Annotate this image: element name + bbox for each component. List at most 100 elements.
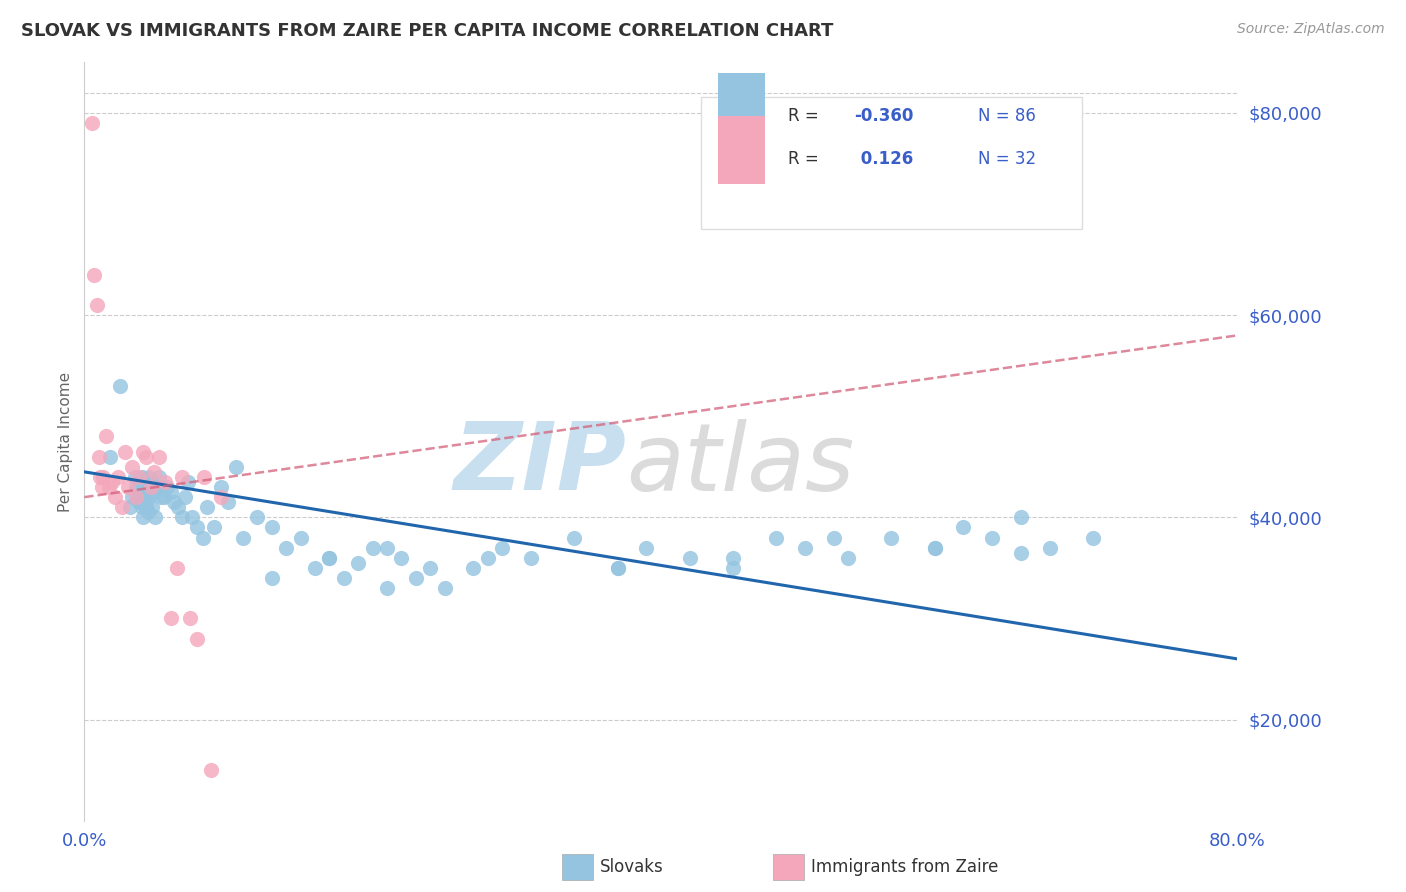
- Point: [174, 490, 197, 504]
- Point: [89, 470, 111, 484]
- Text: Immigrants from Zaire: Immigrants from Zaire: [811, 858, 998, 876]
- Point: [200, 763, 222, 777]
- Point: [139, 475, 162, 489]
- Point: [209, 480, 232, 494]
- Point: [91, 470, 114, 484]
- Point: [837, 550, 859, 565]
- Point: [564, 531, 586, 545]
- Text: Slovaks: Slovaks: [600, 858, 664, 876]
- Point: [419, 561, 441, 575]
- Point: [375, 541, 398, 555]
- Point: [491, 541, 513, 555]
- Point: [152, 490, 174, 504]
- Point: [125, 480, 148, 494]
- Bar: [702, 96, 1081, 229]
- Point: [218, 495, 240, 509]
- Point: [186, 520, 208, 534]
- Point: [97, 480, 120, 494]
- Point: [177, 475, 200, 489]
- Point: [166, 561, 188, 575]
- Point: [98, 450, 121, 464]
- Point: [134, 490, 156, 504]
- Point: [209, 490, 232, 504]
- Point: [361, 541, 384, 555]
- Point: [141, 500, 163, 515]
- Point: [163, 495, 186, 509]
- Point: [107, 470, 129, 484]
- Point: [924, 541, 946, 555]
- Text: Source: ZipAtlas.com: Source: ZipAtlas.com: [1237, 22, 1385, 37]
- Point: [679, 550, 702, 565]
- Point: [823, 531, 845, 545]
- Bar: [718, 73, 765, 142]
- Text: R =: R =: [787, 150, 824, 168]
- Point: [260, 520, 283, 534]
- Point: [114, 444, 136, 458]
- Point: [391, 550, 413, 565]
- Point: [167, 500, 190, 515]
- Point: [260, 571, 283, 585]
- Point: [135, 500, 157, 515]
- Point: [794, 541, 817, 555]
- Point: [80, 116, 103, 130]
- Point: [132, 495, 155, 509]
- Point: [246, 510, 269, 524]
- Text: atlas: atlas: [626, 418, 855, 510]
- Point: [134, 480, 156, 494]
- Point: [1010, 510, 1032, 524]
- Point: [94, 429, 117, 443]
- Point: [125, 490, 148, 504]
- Point: [132, 510, 155, 524]
- Y-axis label: Per Capita Income: Per Capita Income: [58, 371, 73, 512]
- Point: [290, 531, 312, 545]
- Point: [193, 470, 215, 484]
- Bar: [718, 116, 765, 184]
- Point: [232, 531, 254, 545]
- Point: [142, 465, 165, 479]
- Point: [606, 561, 628, 575]
- Point: [721, 561, 744, 575]
- Point: [636, 541, 658, 555]
- Point: [160, 485, 183, 500]
- Text: N = 86: N = 86: [979, 107, 1036, 125]
- Point: [1010, 546, 1032, 560]
- Text: -0.360: -0.360: [855, 107, 914, 125]
- Point: [148, 450, 170, 464]
- Point: [136, 505, 159, 519]
- Point: [145, 480, 167, 494]
- Point: [121, 459, 143, 474]
- Text: R =: R =: [787, 107, 824, 125]
- Point: [186, 632, 208, 646]
- Point: [128, 495, 150, 509]
- Point: [333, 571, 356, 585]
- Point: [128, 480, 150, 494]
- Point: [160, 611, 183, 625]
- Point: [318, 550, 340, 565]
- Point: [90, 480, 112, 494]
- Point: [153, 475, 176, 489]
- Point: [433, 581, 456, 595]
- Point: [172, 510, 194, 524]
- Point: [924, 541, 946, 555]
- Point: [117, 480, 139, 494]
- Point: [143, 510, 166, 524]
- Point: [135, 450, 157, 464]
- Point: [146, 480, 169, 494]
- Point: [463, 561, 485, 575]
- Point: [1039, 541, 1062, 555]
- Point: [124, 470, 146, 484]
- Point: [87, 450, 110, 464]
- Point: [477, 550, 499, 565]
- Point: [100, 475, 122, 489]
- Point: [132, 444, 155, 458]
- Point: [131, 500, 153, 515]
- Text: ZIP: ZIP: [453, 418, 626, 510]
- Point: [276, 541, 298, 555]
- Point: [952, 520, 974, 534]
- Point: [120, 500, 142, 515]
- Point: [86, 298, 108, 312]
- Text: SLOVAK VS IMMIGRANTS FROM ZAIRE PER CAPITA INCOME CORRELATION CHART: SLOVAK VS IMMIGRANTS FROM ZAIRE PER CAPI…: [21, 22, 834, 40]
- Point: [405, 571, 427, 585]
- Point: [129, 490, 152, 504]
- Point: [155, 480, 177, 494]
